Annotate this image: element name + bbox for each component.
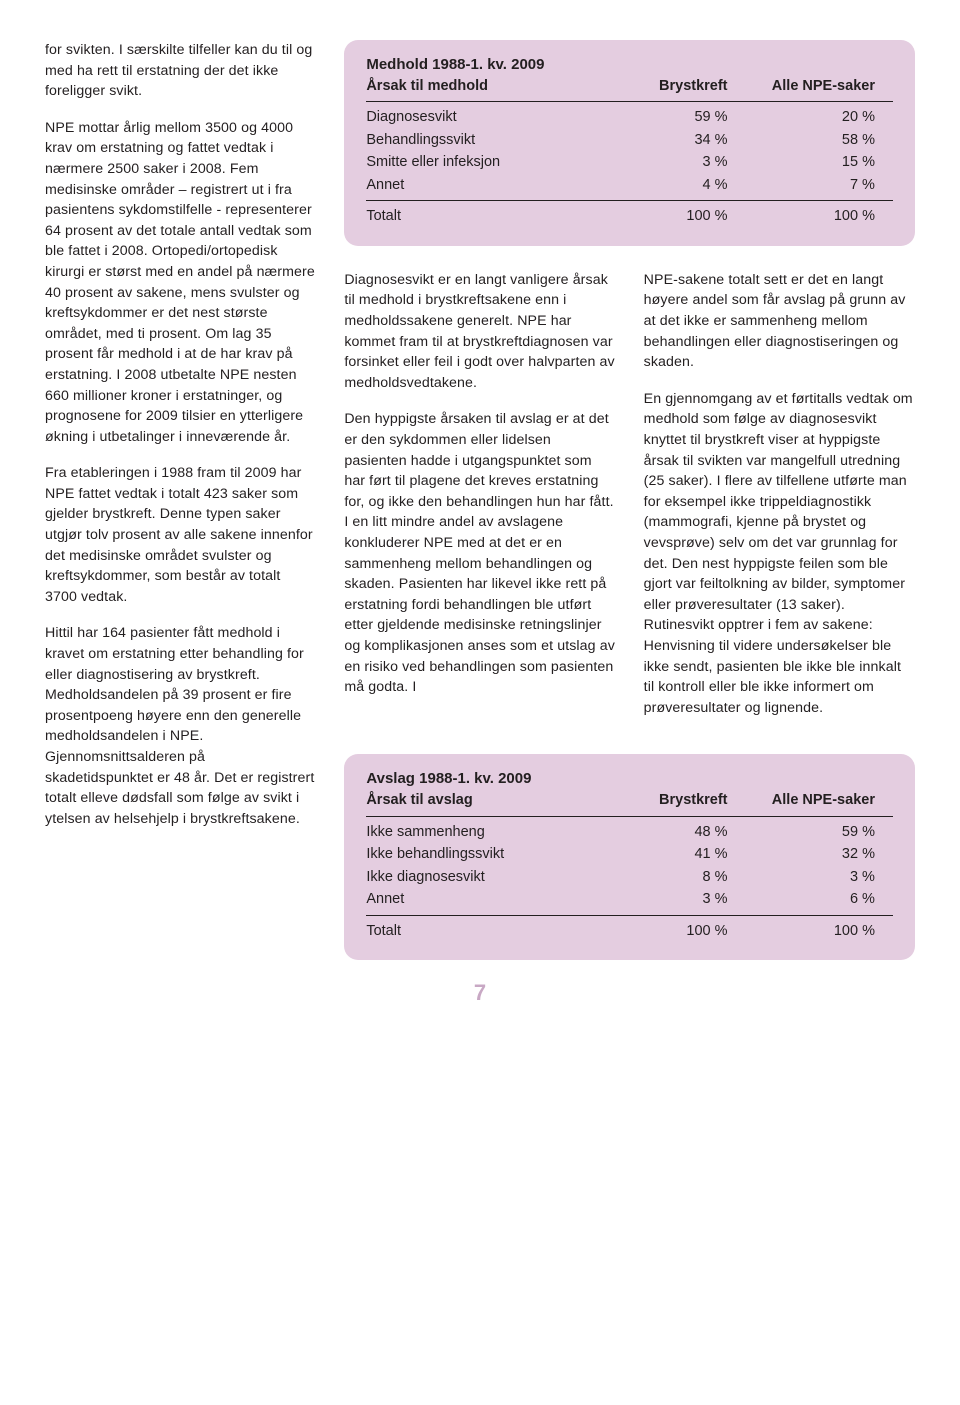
table-row: Ikke behandlingssvikt 41 % 32 %	[366, 843, 893, 865]
table-cell: Smitte eller infeksjon	[366, 151, 598, 173]
body-paragraph: Fra etableringen i 1988 fram til 2009 ha…	[45, 463, 316, 607]
table-cell: Annet	[366, 888, 598, 910]
table-cell: 34 %	[598, 129, 745, 151]
body-paragraph: En gjennomgang av et førtitalls vedtak o…	[644, 389, 915, 719]
table-header-cell: Årsak til avslag	[366, 789, 598, 811]
table-cell: Ikke behandlingssvikt	[366, 843, 598, 865]
table-cell: 48 %	[598, 821, 745, 843]
table-cell: Annet	[366, 174, 598, 196]
table-row: Annet 3 % 6 %	[366, 888, 893, 910]
middle-columns: Diagnosesvikt er en langt vanligere årsa…	[344, 270, 915, 734]
table-cell: 15 %	[746, 151, 893, 173]
table-cell: Totalt	[366, 920, 598, 942]
table-title: Medhold 1988-1. kv. 2009	[366, 56, 893, 73]
table-cell: 3 %	[746, 866, 893, 888]
table-cell: 3 %	[598, 888, 745, 910]
body-paragraph: Hittil har 164 pasienter fått medhold i …	[45, 623, 316, 829]
body-paragraph: for svikten. I særskilte tilfeller kan d…	[45, 40, 316, 102]
table-cell: Ikke diagnosesvikt	[366, 866, 598, 888]
table-header-cell: Brystkreft	[598, 789, 745, 811]
table-row: Ikke sammenheng 48 % 59 %	[366, 821, 893, 843]
body-paragraph: Diagnosesvikt er en langt vanligere årsa…	[344, 270, 615, 394]
avslag-table: Avslag 1988-1. kv. 2009 Årsak til avslag…	[344, 754, 915, 960]
table-row: Annet 4 % 7 %	[366, 174, 893, 196]
table-total-row: Totalt 100 % 100 %	[366, 915, 893, 942]
medhold-table: Medhold 1988-1. kv. 2009 Årsak til medho…	[344, 40, 915, 246]
table-cell: 4 %	[598, 174, 745, 196]
table-header-cell: Alle NPE-saker	[746, 75, 893, 97]
table-cell: 8 %	[598, 866, 745, 888]
table-row: Smitte eller infeksjon 3 % 15 %	[366, 151, 893, 173]
body-paragraph: Den hyppigste årsaken til avslag er at d…	[344, 409, 615, 697]
table-cell: 58 %	[746, 129, 893, 151]
table-header: Årsak til medhold Brystkreft Alle NPE-sa…	[366, 75, 893, 102]
table-title: Avslag 1988-1. kv. 2009	[366, 770, 893, 787]
left-column: for svikten. I særskilte tilfeller kan d…	[45, 40, 316, 960]
body-paragraph: NPE-sakene totalt sett er det en langt h…	[644, 270, 915, 373]
table-row: Diagnosesvikt 59 % 20 %	[366, 106, 893, 128]
table-total-row: Totalt 100 % 100 %	[366, 200, 893, 227]
table-cell: 32 %	[746, 843, 893, 865]
table-header-cell: Alle NPE-saker	[746, 789, 893, 811]
table-header: Årsak til avslag Brystkreft Alle NPE-sak…	[366, 789, 893, 816]
table-cell: 3 %	[598, 151, 745, 173]
page-number: 7	[45, 980, 915, 1006]
table-cell: 6 %	[746, 888, 893, 910]
table-cell: 100 %	[746, 920, 893, 942]
table-cell: 59 %	[598, 106, 745, 128]
table-row: Behandlingssvikt 34 % 58 %	[366, 129, 893, 151]
table-cell: 20 %	[746, 106, 893, 128]
middle-left-column: Diagnosesvikt er en langt vanligere årsa…	[344, 270, 615, 734]
table-header-cell: Årsak til medhold	[366, 75, 598, 97]
table-cell: 100 %	[598, 920, 745, 942]
table-cell: 100 %	[598, 205, 745, 227]
middle-right-column: NPE-sakene totalt sett er det en langt h…	[644, 270, 915, 734]
body-paragraph: NPE mottar årlig mellom 3500 og 4000 kra…	[45, 118, 316, 448]
table-cell: Behandlingssvikt	[366, 129, 598, 151]
table-cell: 100 %	[746, 205, 893, 227]
table-cell: 59 %	[746, 821, 893, 843]
table-row: Ikke diagnosesvikt 8 % 3 %	[366, 866, 893, 888]
table-cell: 41 %	[598, 843, 745, 865]
table-cell: 7 %	[746, 174, 893, 196]
table-cell: Totalt	[366, 205, 598, 227]
table-cell: Diagnosesvikt	[366, 106, 598, 128]
right-area: Medhold 1988-1. kv. 2009 Årsak til medho…	[344, 40, 915, 960]
table-header-cell: Brystkreft	[598, 75, 745, 97]
table-cell: Ikke sammenheng	[366, 821, 598, 843]
